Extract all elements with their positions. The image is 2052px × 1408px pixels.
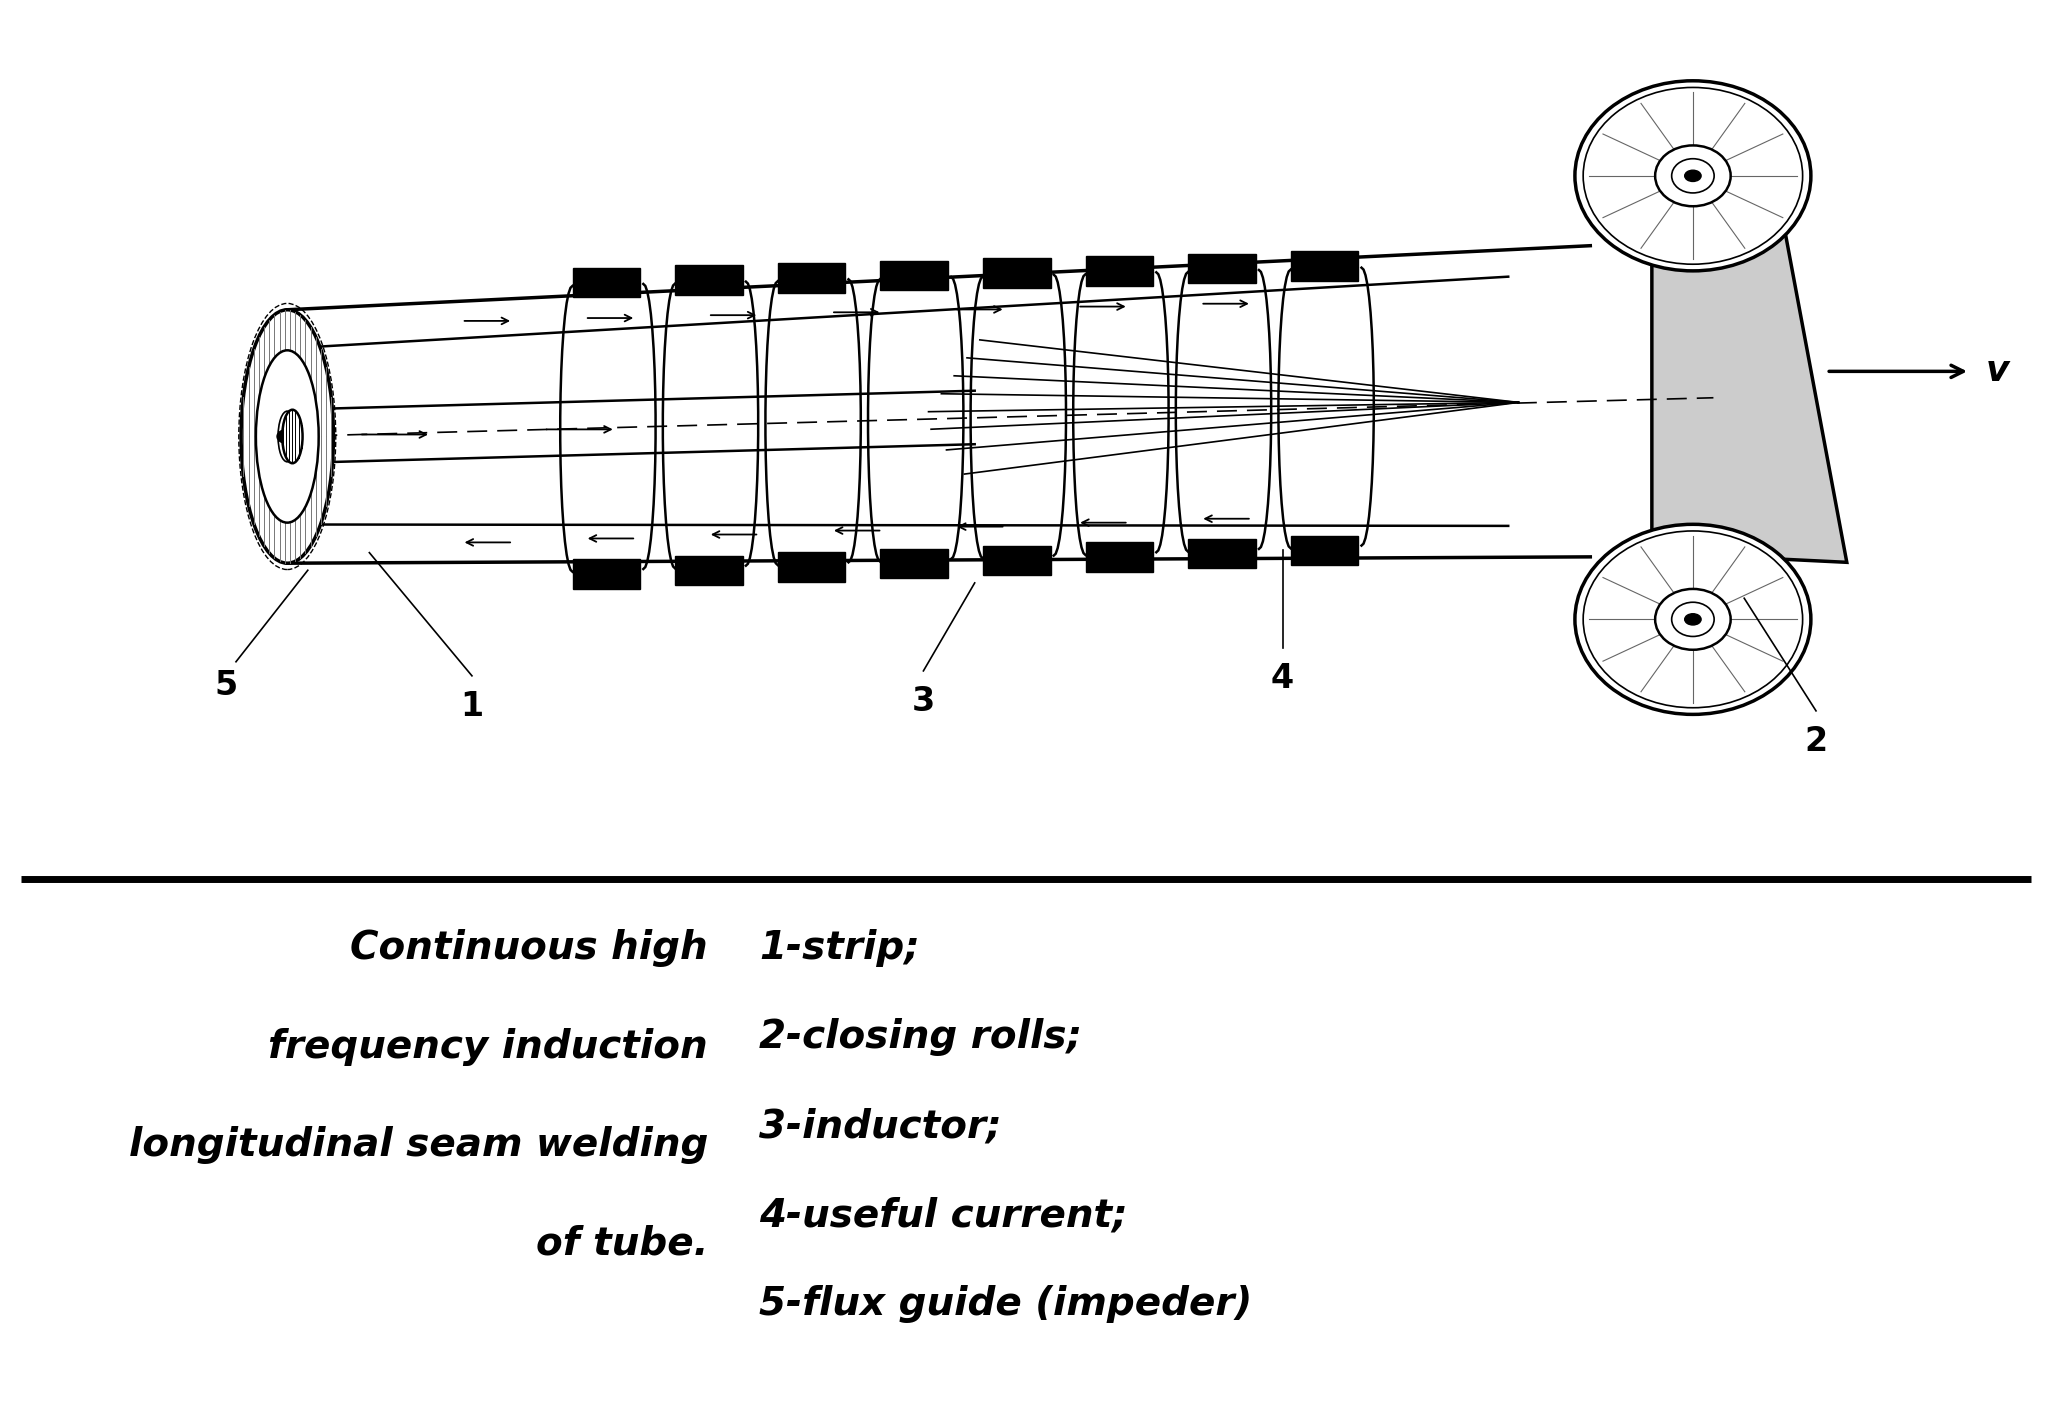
Bar xyxy=(573,268,640,297)
Circle shape xyxy=(1685,170,1701,182)
Text: Continuous high: Continuous high xyxy=(351,929,708,967)
Bar xyxy=(1291,252,1358,282)
Bar xyxy=(778,263,845,293)
Bar xyxy=(1188,253,1256,283)
Text: 3: 3 xyxy=(911,684,936,718)
Bar xyxy=(983,545,1051,574)
Bar xyxy=(880,260,948,290)
Text: 2: 2 xyxy=(1804,725,1828,758)
Bar xyxy=(983,259,1051,289)
Circle shape xyxy=(277,429,298,444)
Text: 5: 5 xyxy=(213,669,238,701)
Polygon shape xyxy=(1652,232,1847,562)
Ellipse shape xyxy=(1672,603,1713,636)
Text: 3-inductor;: 3-inductor; xyxy=(759,1107,1001,1145)
Text: v: v xyxy=(1984,355,2009,389)
Ellipse shape xyxy=(1576,524,1812,714)
Bar xyxy=(778,552,845,582)
Text: 1: 1 xyxy=(460,690,484,722)
Text: 4: 4 xyxy=(1270,662,1295,696)
Bar xyxy=(573,559,640,589)
Text: 4-useful current;: 4-useful current; xyxy=(759,1197,1129,1235)
Ellipse shape xyxy=(256,351,318,522)
Text: of tube.: of tube. xyxy=(536,1225,708,1263)
Ellipse shape xyxy=(1576,80,1812,270)
Text: frequency induction: frequency induction xyxy=(269,1028,708,1066)
Ellipse shape xyxy=(242,310,332,563)
Ellipse shape xyxy=(283,410,302,463)
Text: 1-strip;: 1-strip; xyxy=(759,929,919,967)
Bar xyxy=(1291,535,1358,565)
Bar xyxy=(1086,542,1153,572)
Ellipse shape xyxy=(1656,145,1730,206)
Text: 5-flux guide (impeder): 5-flux guide (impeder) xyxy=(759,1286,1252,1324)
Ellipse shape xyxy=(1672,159,1713,193)
Bar xyxy=(675,265,743,294)
Bar xyxy=(1188,539,1256,569)
Text: 2-closing rolls;: 2-closing rolls; xyxy=(759,1018,1081,1056)
Text: longitudinal seam welding: longitudinal seam welding xyxy=(129,1126,708,1164)
Bar xyxy=(880,549,948,579)
Bar xyxy=(675,556,743,586)
Circle shape xyxy=(1685,614,1701,625)
Ellipse shape xyxy=(1656,589,1730,649)
Bar xyxy=(1086,256,1153,286)
Ellipse shape xyxy=(279,411,295,462)
